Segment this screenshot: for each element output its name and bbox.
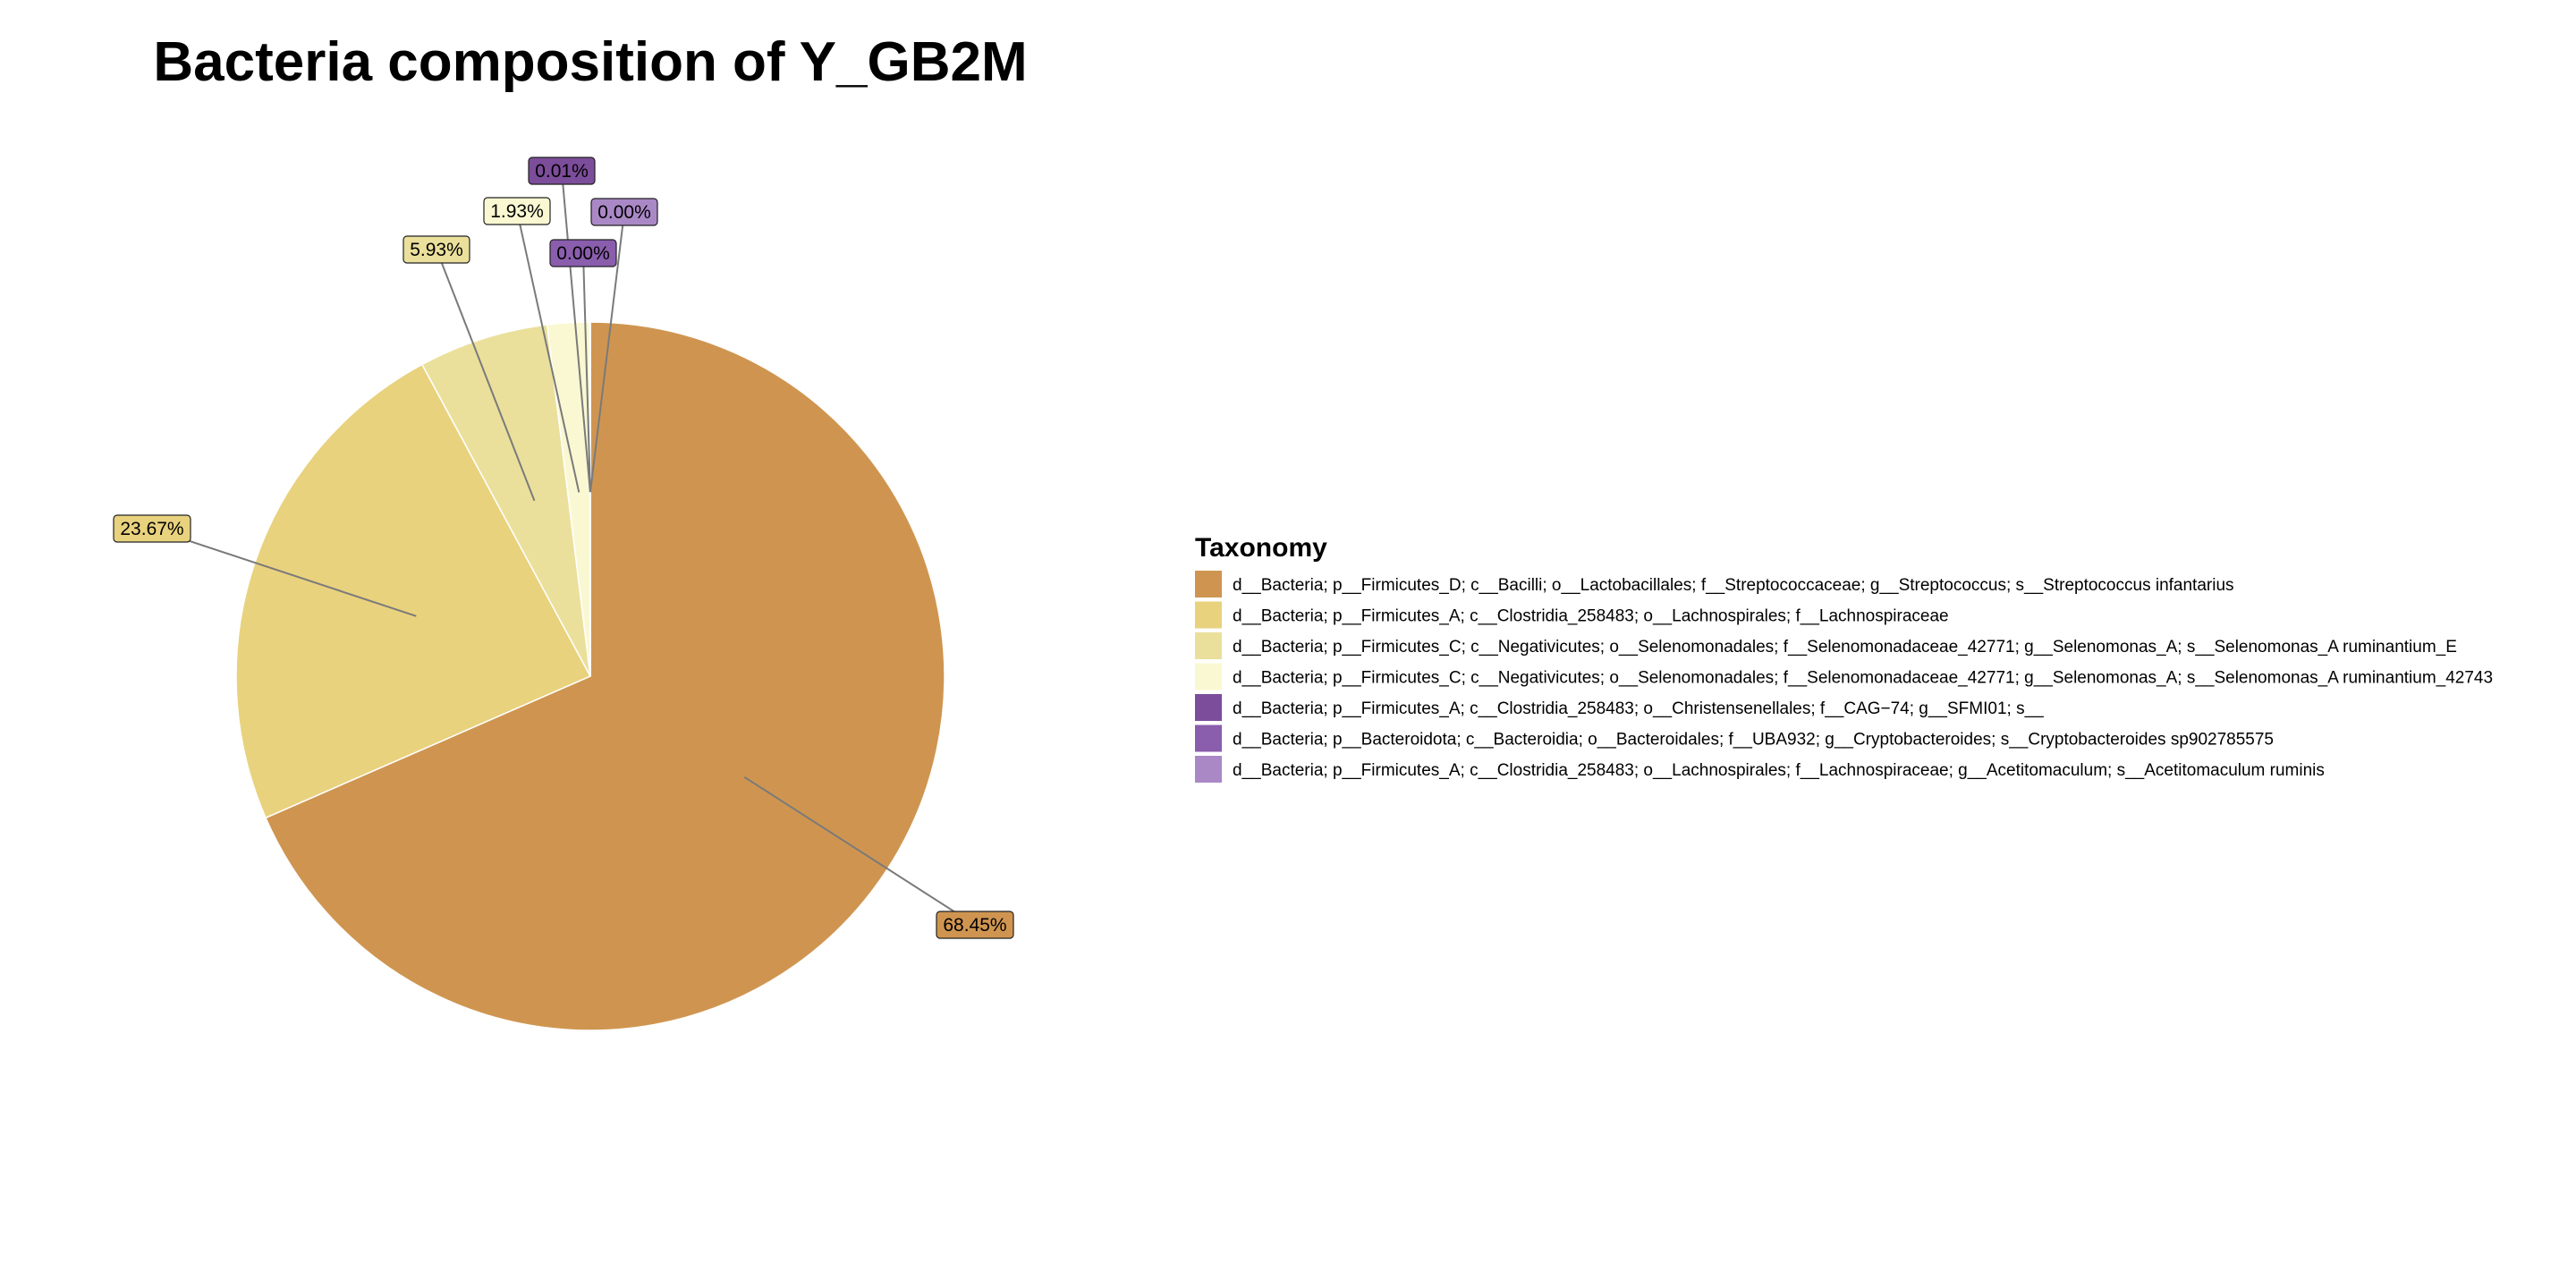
slice-label-text: 1.93% [490, 201, 544, 222]
legend-item: d__Bacteria; p__Firmicutes_D; c__Bacilli… [1195, 571, 2234, 597]
legend-item: d__Bacteria; p__Firmicutes_C; c__Negativ… [1195, 663, 2493, 691]
legend: Taxonomy d__Bacteria; p__Firmicutes_D; c… [1195, 533, 2493, 783]
leader-line [743, 775, 976, 926]
legend-key [1195, 601, 1222, 629]
chart-title: Bacteria composition of Y_GB2M [153, 31, 1027, 93]
leader-line [589, 211, 625, 493]
slice-label-box [528, 157, 596, 185]
pie-slice [420, 324, 591, 677]
leader-line [151, 528, 417, 617]
legend-title: Taxonomy [1195, 533, 1327, 563]
legend-key [1195, 724, 1222, 752]
pie-slice [235, 363, 592, 819]
leader-line [561, 170, 591, 493]
slice-label: 0.01% [528, 157, 596, 185]
legend-label: d__Bacteria; p__Firmicutes_A; c__Clostri… [1233, 761, 2325, 780]
legend-item: d__Bacteria; p__Firmicutes_A; c__Clostri… [1195, 756, 2325, 783]
slice-label-text: 5.93% [410, 240, 463, 260]
legend-key [1195, 663, 1222, 691]
slice-label: 0.00% [549, 239, 617, 267]
slice-label-box [549, 239, 617, 267]
slice-labels: 68.45% 23.67% 5.93% 1.93% 0.01% 0.00% 0.00% [113, 157, 1014, 939]
slice-label-text: 23.67% [120, 519, 183, 539]
legend-item: d__Bacteria; p__Firmicutes_C; c__Negativ… [1195, 632, 2457, 659]
slice-label-box [936, 911, 1014, 939]
slice-label: 0.00% [590, 198, 658, 226]
slice-label-box [590, 198, 658, 226]
legend-label: d__Bacteria; p__Firmicutes_A; c__Clostri… [1233, 607, 1949, 626]
legend-key [1195, 632, 1222, 659]
pie-slice [265, 321, 945, 1031]
slice-label: 68.45% [936, 911, 1014, 939]
slice-label-box [483, 197, 551, 225]
legend-key [1195, 694, 1222, 721]
leader-line [436, 249, 536, 502]
slice-label-box [402, 235, 470, 264]
legend-item: d__Bacteria; p__Firmicutes_A; c__Clostri… [1195, 601, 1949, 629]
slice-label-text: 0.00% [597, 202, 651, 223]
pie-slices [235, 321, 945, 1031]
slice-label-text: 0.00% [556, 243, 610, 264]
legend-key [1195, 756, 1222, 783]
legend-label: d__Bacteria; p__Bacteroidota; c__Bactero… [1233, 731, 2274, 750]
legend-items: d__Bacteria; p__Firmicutes_D; c__Bacilli… [1195, 571, 2493, 783]
legend-label: d__Bacteria; p__Firmicutes_A; c__Clostri… [1233, 699, 2044, 718]
slice-label: 5.93% [402, 235, 470, 264]
slice-label-box [113, 514, 191, 543]
legend-item: d__Bacteria; p__Bacteroidota; c__Bactero… [1195, 724, 2274, 752]
slice-label: 1.93% [483, 197, 551, 225]
slice-label: 23.67% [113, 514, 191, 543]
legend-item: d__Bacteria; p__Firmicutes_A; c__Clostri… [1195, 694, 2044, 721]
leader-line [582, 252, 591, 493]
legend-key [1195, 571, 1222, 597]
slice-label-text: 68.45% [943, 915, 1006, 936]
legend-label: d__Bacteria; p__Firmicutes_C; c__Negativ… [1233, 638, 2457, 657]
leader-line [516, 210, 580, 493]
legend-label: d__Bacteria; p__Firmicutes_D; c__Bacilli… [1233, 576, 2234, 595]
legend-label: d__Bacteria; p__Firmicutes_C; c__Negativ… [1233, 669, 2493, 688]
slice-label-text: 0.01% [535, 161, 589, 182]
label-leader-lines [151, 170, 976, 926]
